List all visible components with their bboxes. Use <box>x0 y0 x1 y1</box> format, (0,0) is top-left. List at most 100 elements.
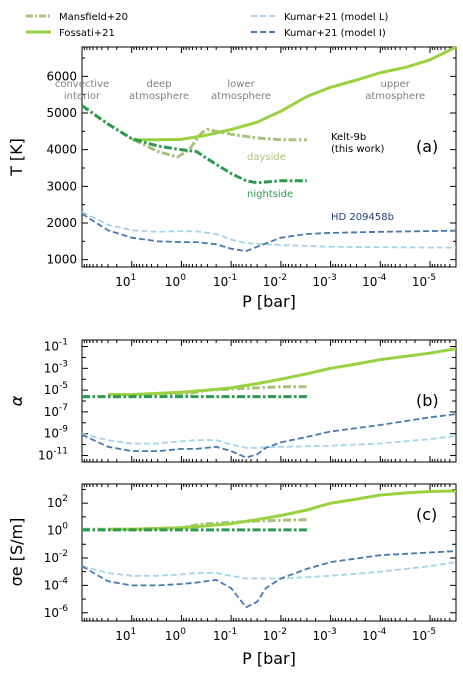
x-tick-label: 10-3 <box>312 273 336 289</box>
series-kumar-21-model-i-c <box>81 550 457 609</box>
x-tick-label: 10-5 <box>412 627 436 643</box>
x-tick-exponent: -5 <box>427 627 436 637</box>
x-tick-exponent: 0 <box>180 273 186 283</box>
y-tick-exponent: -2 <box>59 549 68 559</box>
y-tick-label: 3000 <box>46 179 77 193</box>
panel-b-tag: (b) <box>416 391 439 410</box>
panel-c-frame <box>81 483 457 622</box>
y-tick-exponent: -4 <box>59 576 68 586</box>
x-tick-label: 10-1 <box>213 627 237 643</box>
series-kumar-21-model-l-c <box>81 561 457 580</box>
x-tick-exponent: -5 <box>427 273 436 283</box>
y-tick-exponent: 2 <box>62 494 68 504</box>
y-tick-label: 6000 <box>46 69 77 83</box>
series-kumar-21-model-i-b <box>81 413 457 459</box>
y-tick-label: 102 <box>47 494 68 510</box>
panel-c-ylabel: σe [S/m] <box>7 518 26 587</box>
x-tick-exponent: 0 <box>180 627 186 637</box>
x-tick-label: 101 <box>115 627 136 643</box>
y-tick-label: 10-2 <box>44 549 68 565</box>
panel-b-series <box>81 347 457 459</box>
panel-a-xlabel: P [bar] <box>242 292 296 311</box>
y-tick-exponent: -1 <box>59 338 68 348</box>
kelt-label-line2: (this work) <box>331 144 385 155</box>
y-tick-label: 10-9 <box>44 425 69 441</box>
panel-a-frame <box>81 46 457 268</box>
region-label-line2: atmosphere <box>211 91 271 102</box>
series-fossati-21-a <box>131 45 457 142</box>
region-label-line1: upper <box>381 79 411 90</box>
y-tick-label: 10-7 <box>44 403 68 419</box>
x-tick-label: 100 <box>165 627 186 643</box>
panel-b-x-ticks <box>83 340 457 462</box>
x-tick-exponent: 1 <box>130 627 136 637</box>
x-tick-exponent: -2 <box>278 273 287 283</box>
legend-label-kumar-i: Kumar+21 (model I) <box>284 28 386 39</box>
x-tick-label: 10-5 <box>412 273 436 289</box>
x-tick-exponent: -3 <box>328 273 337 283</box>
y-tick-label: 2000 <box>46 216 77 230</box>
x-tick-label: 10-4 <box>362 273 387 289</box>
legend-label-mansfield: Mansfield+20 <box>59 12 128 23</box>
x-tick-exponent: -1 <box>228 627 237 637</box>
series-kumar-21-model-l-b <box>81 432 457 449</box>
series-nightside-a <box>81 104 307 185</box>
y-tick-label: 10-1 <box>44 338 68 354</box>
x-tick-label: 10-4 <box>362 627 387 643</box>
x-tick-label: 101 <box>115 273 136 289</box>
x-tick-exponent: -1 <box>228 273 237 283</box>
y-tick-label: 1000 <box>46 253 77 267</box>
series-fossati-21-b <box>108 347 457 396</box>
x-tick-exponent: -4 <box>377 627 386 637</box>
y-tick-exponent: -3 <box>59 359 68 369</box>
panel-a-tag: (a) <box>416 137 438 156</box>
region-label-line1: convective <box>55 79 109 90</box>
x-tick-exponent: -4 <box>377 273 386 283</box>
panel-b-alpha: 10-11 10-9 10-7 10-5 10-3 10-1 (b) α <box>7 338 457 463</box>
y-tick-exponent: -5 <box>59 381 68 391</box>
region-label-line1: deep <box>147 79 172 90</box>
x-tick-label: 10-2 <box>263 627 287 643</box>
legend-label-fossati: Fossati+21 <box>59 28 115 39</box>
x-tick-label: 10-3 <box>312 627 336 643</box>
y-tick-exponent: -9 <box>59 425 68 435</box>
nightside-label: nightside <box>247 189 293 200</box>
series-fossati-21-c <box>108 489 457 531</box>
x-tick-exponent: -2 <box>278 627 287 637</box>
y-tick-label: 10-4 <box>44 576 69 592</box>
y-tick-exponent: -7 <box>59 403 68 413</box>
y-tick-label: 5000 <box>46 106 77 120</box>
y-tick-label: 10-6 <box>44 604 69 620</box>
panel-a-ylabel: T [K] <box>7 138 26 177</box>
panel-c-xlabel: P [bar] <box>242 649 296 668</box>
y-tick-label: 100 <box>47 522 68 538</box>
series-kumar-21-model-l-a <box>81 211 456 249</box>
hd-label: HD 209458b <box>331 212 394 223</box>
region-label-line1: lower <box>227 79 255 90</box>
panel-a-y-ticks: 1000 2000 3000 4000 5000 6000 <box>46 57 456 267</box>
panel-c-series <box>81 489 457 609</box>
y-tick-label: 10-3 <box>44 359 68 375</box>
x-tick-exponent: -3 <box>328 627 337 637</box>
region-label-line2: atmosphere <box>129 91 189 102</box>
legend: Mansfield+20 Fossati+21 Kumar+21 (model … <box>26 12 388 39</box>
region-labels: convectiveinteriordeepatmosphereloweratm… <box>55 79 425 102</box>
x-tick-label: 10-2 <box>263 273 287 289</box>
y-tick-label: 4000 <box>46 143 77 157</box>
y-tick-exponent: -6 <box>59 604 68 614</box>
panel-c-x-ticks: 101 100 10-1 10-2 10-3 10-4 10-5 <box>83 484 457 643</box>
y-tick-label: 10-5 <box>44 381 68 397</box>
region-label-line2: atmosphere <box>365 91 425 102</box>
panel-c-tag: (c) <box>416 505 437 524</box>
kelt-label-line1: Kelt-9b <box>331 132 366 143</box>
legend-label-kumar-l: Kumar+21 (model L) <box>284 12 388 23</box>
x-tick-label: 10-1 <box>213 273 237 289</box>
y-tick-label: 10-11 <box>38 446 68 462</box>
region-label-line2: interior <box>64 91 101 102</box>
y-tick-exponent: -11 <box>53 446 68 456</box>
series-mansfield-20-a <box>81 104 307 159</box>
dayside-label: dayside <box>247 152 286 163</box>
